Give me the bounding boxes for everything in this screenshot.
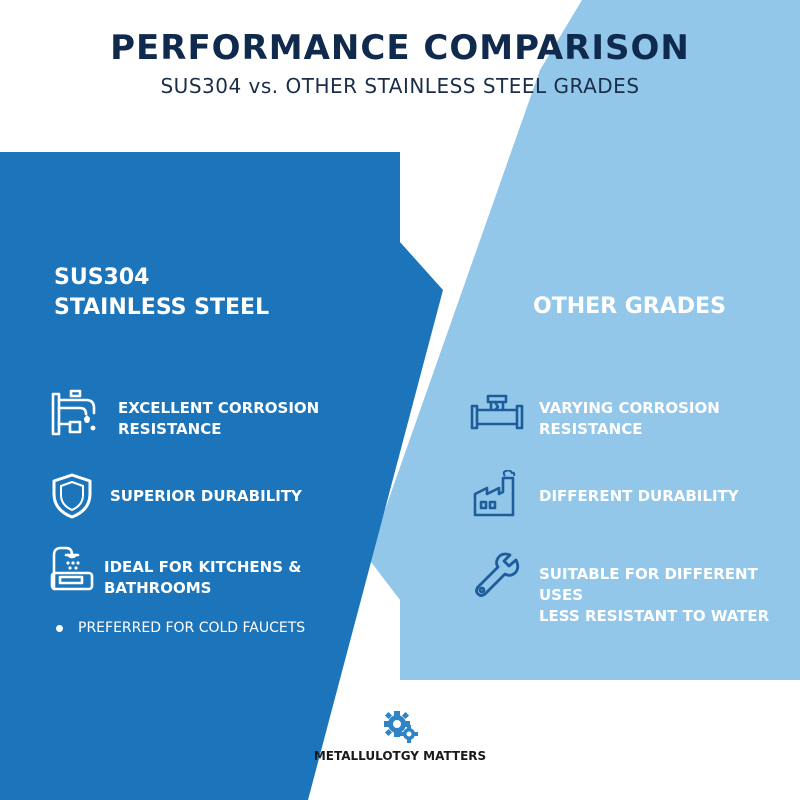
left-bullet-cold-faucets: PREFERRED FOR COLD FAUCETS (78, 620, 306, 636)
left-item-kitchens: IDEAL FOR KITCHENS & BATHROOMS (104, 557, 301, 599)
kitchen-sink-icon (50, 546, 94, 591)
left-item-corrosion-line2: RESISTANCE (118, 420, 222, 438)
wrench-icon (475, 552, 520, 597)
sus304-heading: SUS304 STAINLESS STEEL (54, 263, 269, 323)
right-item-uses: SUITABLE FOR DIFFERENT USES LESS RESISTA… (539, 564, 800, 627)
right-item-durability: DIFFERENT DURABILITY (539, 486, 739, 507)
page-subtitle: SUS304 vs. OTHER STAINLESS STEEL GRADES (160, 74, 640, 98)
dark-blue-panel (0, 152, 443, 800)
shield-icon (52, 473, 92, 519)
right-item-corrosion: VARYING CORROSION RESISTANCE (539, 398, 720, 440)
sus304-heading-line2: STAINLESS STEEL (54, 295, 270, 320)
left-item-corrosion: EXCELLENT CORROSION RESISTANCE (118, 398, 319, 440)
bullet-dot (56, 625, 63, 632)
pipe-fitting-icon (470, 394, 524, 430)
left-item-kitchens-line1: IDEAL FOR KITCHENS & (104, 558, 302, 576)
sus304-heading-line1: SUS304 (54, 265, 150, 290)
other-grades-heading: OTHER GRADES (533, 294, 726, 319)
brand-name: METALLULOTGY MATTERS (313, 749, 487, 763)
gear-logo-icon (384, 711, 418, 743)
right-item-corrosion-line1: VARYING CORROSION (539, 399, 720, 417)
right-item-durability-line1: DIFFERENT DURABILITY (539, 487, 739, 505)
left-item-durability-line1: SUPERIOR DURABILITY (110, 487, 302, 505)
page-title: PERFORMANCE COMPARISON (110, 28, 690, 68)
right-item-uses-line2: LESS RESISTANT TO WATER (539, 607, 770, 625)
faucet-icon (51, 389, 96, 436)
right-item-uses-line1: SUITABLE FOR DIFFERENT USES (539, 565, 758, 604)
left-item-corrosion-line1: EXCELLENT CORROSION (118, 399, 320, 417)
factory-icon (473, 470, 516, 517)
right-item-corrosion-line2: RESISTANCE (539, 420, 643, 438)
left-item-durability: SUPERIOR DURABILITY (110, 486, 302, 507)
left-item-kitchens-line2: BATHROOMS (104, 579, 212, 597)
